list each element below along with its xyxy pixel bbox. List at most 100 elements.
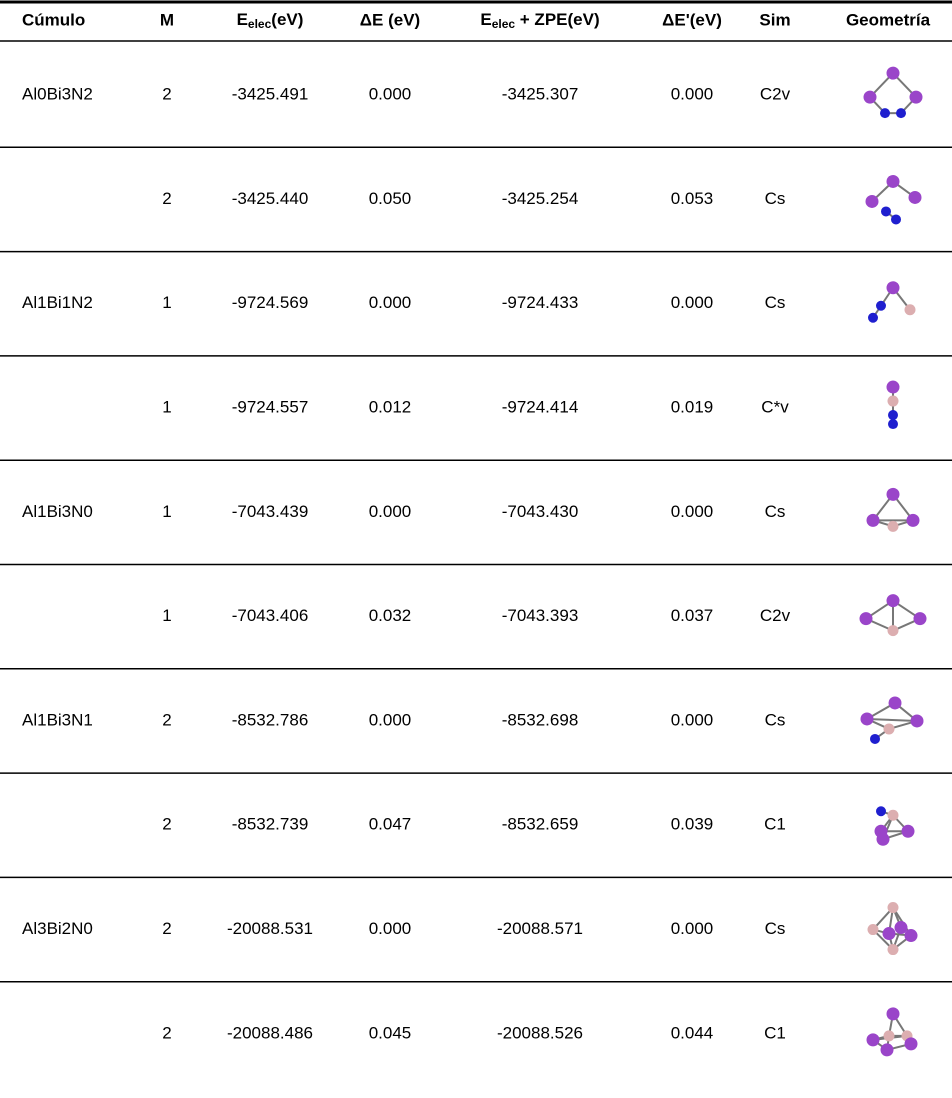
cell-value: -20088.526 <box>497 1023 583 1042</box>
cell-value: -9724.569 <box>232 293 309 312</box>
cell-value: 0.037 <box>671 606 714 625</box>
cell-value: 0.000 <box>369 85 412 104</box>
cell-value: 1 <box>162 606 171 625</box>
cell-value: 0.050 <box>369 189 412 208</box>
atom <box>888 944 899 955</box>
atom <box>887 281 900 294</box>
atom <box>889 696 902 709</box>
atom <box>881 206 891 216</box>
header-main: E <box>480 10 491 29</box>
atom <box>887 175 900 188</box>
cell-value: 0.044 <box>671 1023 714 1042</box>
cell-value: -20088.571 <box>497 919 583 938</box>
cell-value: 0.000 <box>671 502 714 521</box>
atom <box>881 1043 894 1056</box>
atom <box>860 612 873 625</box>
atom <box>905 929 918 942</box>
cell-value: -20088.531 <box>227 919 313 938</box>
cell-value: 0.012 <box>369 398 412 417</box>
cell-value: -3425.440 <box>232 189 309 208</box>
atom <box>902 825 915 838</box>
column-header: Sim <box>759 10 790 29</box>
geometry-icon <box>868 902 918 955</box>
cell-value: -7043.439 <box>232 502 309 521</box>
cell-value: 0.047 <box>369 815 412 834</box>
atom <box>887 381 900 394</box>
column-header: M <box>160 10 174 29</box>
atom <box>888 810 899 821</box>
atom <box>905 304 916 315</box>
atom <box>887 488 900 501</box>
cell-value: -8532.659 <box>502 815 579 834</box>
geometry-icon <box>860 594 927 636</box>
cell-value: 0.000 <box>369 919 412 938</box>
cell-value: -9724.557 <box>232 398 309 417</box>
atom <box>861 712 874 725</box>
cell-value: 0.032 <box>369 606 412 625</box>
cell-value: -9724.414 <box>502 398 579 417</box>
header-rest: (eV) <box>271 10 303 29</box>
cell-value: C2v <box>760 85 791 104</box>
cell-value: 0.000 <box>671 85 714 104</box>
cell-value: Cs <box>765 502 786 521</box>
cell-value: -7043.430 <box>502 502 579 521</box>
atom <box>876 806 886 816</box>
column-header: Eelec(eV) <box>237 10 304 31</box>
cell-value: 2 <box>162 815 171 834</box>
column-header: Cúmulo <box>22 10 85 29</box>
geometry-icon <box>868 281 916 323</box>
atom <box>907 514 920 527</box>
cell-value: -20088.486 <box>227 1023 313 1042</box>
atom <box>887 594 900 607</box>
cell-value: 0.000 <box>671 710 714 729</box>
geometry-icon <box>867 488 920 532</box>
atom <box>909 191 922 204</box>
atom <box>888 396 899 407</box>
cell-value: 2 <box>162 710 171 729</box>
geometry-icon <box>866 175 922 225</box>
cell-value: -9724.433 <box>502 293 579 312</box>
bond <box>867 719 917 721</box>
atom <box>870 734 880 744</box>
cell-value: C2v <box>760 606 791 625</box>
geometry-icon <box>867 1007 918 1056</box>
column-header: Eelec + ZPE(eV) <box>480 10 599 31</box>
cell-value: -8532.786 <box>232 710 309 729</box>
atom <box>868 313 878 323</box>
cell-value: 0.000 <box>369 502 412 521</box>
atom <box>914 612 927 625</box>
cell-value: 0.000 <box>671 919 714 938</box>
cell-value: Cs <box>765 710 786 729</box>
cluster-name: Al1Bi1N2 <box>22 293 93 312</box>
atom <box>905 1037 918 1050</box>
table-page: CúmuloMEelec(eV)ΔE (eV)Eelec + ZPE(eV)ΔE… <box>0 0 952 1093</box>
atom <box>883 927 896 940</box>
cell-value: 0.045 <box>369 1023 412 1042</box>
cell-value: C1 <box>764 1023 786 1042</box>
atom <box>888 521 899 532</box>
cell-value: C1 <box>764 815 786 834</box>
geometry-icon <box>864 67 923 119</box>
cell-value: -7043.393 <box>502 606 579 625</box>
cell-value: 0.039 <box>671 815 714 834</box>
atom <box>888 902 899 913</box>
atom <box>868 924 879 935</box>
atom <box>887 1007 900 1020</box>
cell-value: -8532.739 <box>232 815 309 834</box>
header-subscript: elec <box>492 17 516 31</box>
atom <box>877 833 890 846</box>
atom <box>864 91 877 104</box>
cell-value: -3425.307 <box>502 85 579 104</box>
cell-value: -3425.254 <box>502 189 579 208</box>
cell-value: Cs <box>765 919 786 938</box>
cluster-name: Al3Bi2N0 <box>22 919 93 938</box>
geometry-icon <box>875 806 915 846</box>
cluster-name: Al1Bi3N1 <box>22 710 93 729</box>
cell-value: Cs <box>765 293 786 312</box>
cell-value: -7043.406 <box>232 606 309 625</box>
cell-value: 0.019 <box>671 398 714 417</box>
header-main: E <box>237 10 248 29</box>
column-header: ΔE'(eV) <box>662 10 722 29</box>
cell-value: 0.000 <box>671 293 714 312</box>
atom <box>887 67 900 80</box>
